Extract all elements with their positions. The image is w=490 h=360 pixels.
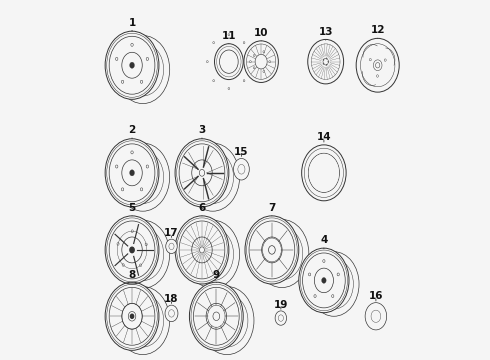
Text: 1: 1: [128, 18, 136, 31]
Text: 4: 4: [320, 235, 328, 249]
Ellipse shape: [243, 80, 245, 82]
Text: 12: 12: [370, 26, 385, 39]
Text: 2: 2: [128, 125, 136, 139]
Ellipse shape: [263, 51, 265, 53]
Text: 3: 3: [198, 125, 206, 139]
Text: 14: 14: [317, 132, 331, 142]
Ellipse shape: [249, 60, 251, 63]
Ellipse shape: [175, 139, 229, 207]
Ellipse shape: [308, 40, 343, 84]
Ellipse shape: [175, 216, 229, 284]
Ellipse shape: [105, 216, 159, 284]
Ellipse shape: [166, 239, 177, 253]
Ellipse shape: [275, 311, 287, 325]
Ellipse shape: [213, 41, 215, 44]
Ellipse shape: [255, 54, 267, 69]
Text: 11: 11: [221, 31, 236, 44]
Ellipse shape: [213, 80, 215, 82]
Ellipse shape: [321, 278, 326, 283]
Ellipse shape: [263, 71, 265, 73]
Ellipse shape: [323, 58, 328, 65]
Text: 10: 10: [254, 28, 269, 41]
Text: 18: 18: [164, 294, 179, 304]
Text: 6: 6: [198, 203, 206, 216]
Ellipse shape: [356, 39, 399, 92]
Ellipse shape: [130, 314, 134, 318]
Ellipse shape: [365, 303, 387, 330]
Ellipse shape: [253, 54, 255, 57]
Text: 7: 7: [268, 203, 275, 216]
Ellipse shape: [130, 170, 134, 176]
Ellipse shape: [253, 67, 255, 69]
Text: 5: 5: [128, 203, 136, 216]
Ellipse shape: [130, 62, 134, 68]
Ellipse shape: [234, 158, 249, 180]
Ellipse shape: [269, 60, 270, 63]
Ellipse shape: [105, 31, 159, 99]
Ellipse shape: [165, 305, 178, 321]
Ellipse shape: [309, 154, 339, 192]
Ellipse shape: [105, 139, 159, 207]
Ellipse shape: [299, 248, 349, 313]
Ellipse shape: [220, 50, 238, 73]
Text: 13: 13: [318, 27, 333, 40]
Text: 17: 17: [164, 228, 179, 238]
Ellipse shape: [245, 216, 299, 284]
Ellipse shape: [215, 44, 243, 80]
Ellipse shape: [206, 60, 208, 63]
Ellipse shape: [228, 87, 230, 90]
Text: 9: 9: [213, 270, 220, 283]
Ellipse shape: [130, 247, 134, 253]
Ellipse shape: [244, 41, 278, 82]
Text: 8: 8: [128, 270, 136, 283]
Text: 19: 19: [274, 300, 288, 310]
Text: 16: 16: [368, 291, 383, 301]
Ellipse shape: [243, 41, 245, 44]
Ellipse shape: [190, 282, 243, 350]
Ellipse shape: [228, 34, 230, 36]
Ellipse shape: [105, 282, 159, 350]
Text: 15: 15: [234, 147, 248, 157]
